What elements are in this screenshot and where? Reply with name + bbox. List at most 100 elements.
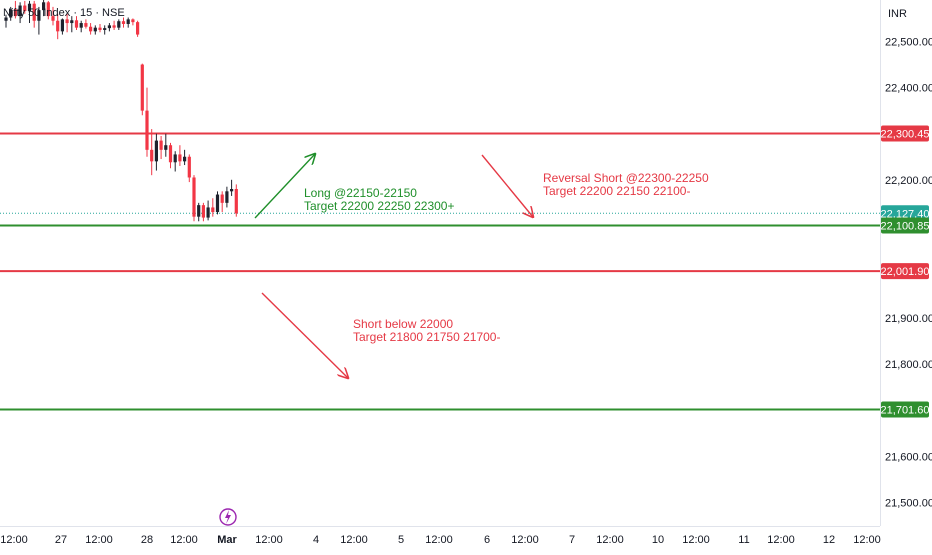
price-level-label[interactable]: 22,100.85 (881, 217, 930, 234)
candle-body (42, 2, 46, 11)
candle (13, 0, 17, 19)
candle-body (103, 28, 107, 30)
candle-body (46, 2, 50, 17)
candle-body (178, 154, 182, 162)
candle-body (168, 145, 173, 163)
candle-body (37, 10, 41, 21)
price-level-text: 22,300.45 (881, 128, 930, 140)
price-level-text: 22,001.90 (881, 266, 930, 278)
x-tick-label: 28 (141, 534, 153, 546)
candle (187, 154, 191, 183)
price-level-box (881, 217, 929, 234)
price-level-box (881, 401, 929, 418)
candle (56, 13, 60, 40)
x-tick-label: 5 (398, 534, 404, 546)
candle-body (150, 149, 154, 162)
candle (112, 20, 116, 30)
price-level-label[interactable]: 22,001.90 (881, 263, 930, 280)
candle (150, 129, 154, 176)
candle (220, 191, 224, 213)
price-level-label[interactable]: 22,300.45 (881, 125, 930, 142)
candle-body (230, 189, 234, 192)
annotation-line: Reversal Short @22300-22250 (543, 171, 709, 185)
candle (121, 17, 126, 28)
plot-area[interactable]: Long @22150-22150 Target 22200 22250 2230… (0, 0, 880, 411)
candle-body (9, 9, 13, 18)
annotation-arrow-up[interactable] (254, 154, 315, 219)
lightning-bolt-icon[interactable] (219, 508, 237, 526)
candle-body (215, 194, 220, 213)
candle-body (60, 19, 64, 32)
candle-body (136, 22, 140, 35)
candle-body (126, 19, 130, 24)
x-tick-label: 6 (484, 534, 490, 546)
candle (131, 18, 135, 26)
currency-label[interactable]: INR (888, 8, 907, 20)
candle-body (145, 110, 149, 150)
candle (164, 133, 168, 157)
candle (140, 63, 144, 116)
candle-body (183, 156, 187, 162)
candle-body (197, 205, 201, 217)
candle-body (173, 154, 177, 163)
candle (168, 142, 173, 169)
logo-ring (219, 508, 237, 526)
x-tick-label: 12 (823, 534, 835, 546)
candle (32, 0, 36, 28)
price-level-label[interactable]: 22,127.40 (881, 205, 930, 222)
candle (211, 198, 215, 217)
price-level-box (881, 205, 929, 222)
y-tick-label: 21,900.00 (885, 313, 932, 325)
price-level-box (881, 125, 929, 142)
x-tick-label: 27 (55, 534, 67, 546)
candle (74, 16, 79, 30)
candle (89, 23, 93, 35)
annotation-line: Target 22200 22250 22300+ (304, 199, 454, 213)
annotation-arrow-down[interactable] (261, 292, 348, 378)
candle-body (225, 191, 229, 203)
candle (23, 0, 27, 14)
candle (126, 17, 130, 28)
candle-body (32, 3, 36, 21)
candle (60, 18, 64, 35)
price-level-label[interactable]: 21,701.60 (881, 401, 930, 418)
x-tick-label: 4 (313, 534, 319, 546)
candle-body (74, 20, 79, 28)
x-tick-label: 12:00 (596, 534, 624, 546)
candle (70, 16, 74, 33)
annotation-text[interactable]: Short below 22000 Target 21800 21750 2170… (353, 317, 500, 344)
price-level-box (881, 263, 929, 280)
candle-body (140, 64, 144, 111)
x-tick-label: 12:00 (170, 534, 198, 546)
candle (84, 19, 88, 29)
candle-body (13, 9, 17, 17)
x-tick-label: 12:00 (85, 534, 113, 546)
y-tick-label: 22,400.00 (885, 83, 932, 95)
candle (37, 6, 41, 35)
candle-body (93, 27, 97, 32)
annotation-text[interactable]: Reversal Short @22300-22250 Target 22200 … (543, 171, 709, 198)
candle (145, 87, 149, 157)
candle (192, 175, 196, 222)
candle (206, 200, 210, 221)
x-tick-label: 12:00 (425, 534, 453, 546)
candle (201, 202, 205, 222)
candle (178, 145, 182, 166)
annotation-arrow-down[interactable] (481, 154, 533, 217)
candle (46, 0, 50, 20)
candle-body (187, 156, 191, 178)
annotation-text[interactable]: Long @22150-22150 Target 22200 22250 2230… (304, 186, 454, 213)
x-tick-label: 12:00 (340, 534, 368, 546)
annotation-line: Long @22150-22150 (304, 186, 417, 200)
candle-body (84, 23, 88, 27)
candle-body (154, 140, 158, 162)
candle (234, 184, 238, 217)
y-tick-label: 22,500.00 (885, 36, 932, 48)
candle (225, 186, 229, 208)
candle (197, 202, 201, 222)
candle-body (70, 20, 74, 24)
logo-bolt (225, 510, 231, 524)
